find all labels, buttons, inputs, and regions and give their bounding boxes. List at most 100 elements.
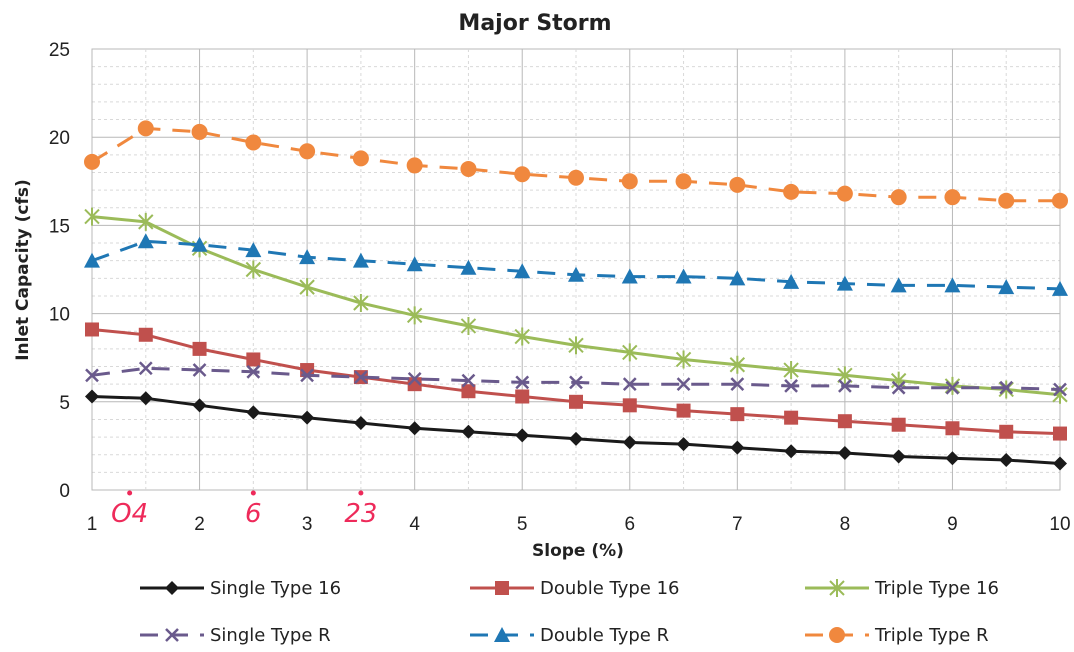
data-point-triple-type-r	[245, 134, 262, 151]
data-point-triple-type-r	[191, 123, 208, 140]
data-point-double-type-r	[836, 275, 853, 291]
legend-item-double-type-16: Double Type 16	[470, 578, 679, 599]
series-single-type-r	[85, 361, 1067, 397]
legend-label: Single Type 16	[210, 578, 341, 599]
data-point-single-type-r	[515, 375, 530, 390]
data-point-single-type-r	[300, 368, 314, 383]
data-point-single-type-16	[569, 431, 583, 446]
y-tick-label: 0	[59, 481, 70, 502]
legend: Single Type 16 Double Type 16 Triple Type …	[140, 578, 999, 646]
series-triple-type-r	[84, 120, 1068, 209]
data-point-single-type-r	[85, 368, 99, 383]
x-tick-label: 8	[840, 514, 851, 535]
data-point-triple-type-16	[729, 355, 746, 374]
data-point-single-type-r	[354, 370, 368, 384]
legend-label: Single Type R	[210, 625, 331, 646]
legend-item-triple-type-16: Triple Type 16	[805, 578, 999, 599]
data-point-single-type-16	[1053, 456, 1067, 471]
data-point-double-type-16	[569, 394, 583, 409]
annotation-text: 23	[344, 499, 377, 529]
data-point-triple-type-r	[460, 160, 477, 177]
data-point-single-type-r	[945, 380, 960, 395]
y-tick-label: 25	[49, 40, 70, 61]
data-point-single-type-r	[246, 364, 261, 379]
data-point-single-type-16	[730, 440, 745, 455]
data-point-triple-type-16	[568, 336, 584, 355]
annotation-text: 6	[245, 499, 262, 529]
data-point-triple-type-r	[84, 153, 100, 170]
legend-swatch-marker	[829, 627, 845, 643]
data-point-triple-type-r	[568, 169, 584, 186]
x-tick-label: 9	[947, 514, 958, 535]
data-point-single-type-16	[192, 398, 207, 413]
y-tick-label: 5	[59, 393, 70, 414]
data-point-double-type-16	[85, 322, 99, 337]
y-tick-label: 10	[49, 305, 70, 326]
legend-swatch-marker	[165, 628, 179, 642]
legend-label: Double Type R	[540, 625, 669, 646]
data-point-double-type-r	[998, 279, 1015, 295]
data-point-triple-type-r	[137, 120, 154, 137]
data-point-double-type-r	[890, 277, 907, 293]
series-double-type-r	[84, 233, 1068, 296]
legend-label: Triple Type R	[874, 625, 989, 646]
legend-label: Double Type 16	[540, 578, 679, 599]
x-axis-label: Slope (%)	[532, 541, 624, 561]
data-point-triple-type-16	[84, 207, 100, 226]
y-tick-label: 20	[49, 128, 70, 149]
data-point-single-type-16	[461, 424, 476, 439]
annotation-dot	[250, 490, 256, 496]
data-point-single-type-r	[622, 377, 637, 392]
data-point-single-type-16	[622, 435, 637, 450]
x-tick-label: 1	[87, 514, 98, 535]
data-point-double-type-r	[245, 242, 262, 258]
data-point-triple-type-r	[729, 176, 746, 193]
data-point-single-type-r	[676, 377, 691, 392]
data-point-triple-type-r	[998, 192, 1015, 209]
chart-title: Major Storm	[458, 11, 611, 36]
data-point-double-type-r	[944, 277, 961, 293]
data-point-triple-type-16	[622, 343, 638, 362]
data-point-double-type-16	[730, 407, 745, 422]
legend-item-single-type-r: Single Type R	[140, 625, 331, 646]
data-point-triple-type-16	[299, 278, 315, 297]
series-group	[84, 120, 1068, 471]
x-tick-label: 10	[1049, 514, 1070, 535]
data-point-single-type-r	[999, 380, 1014, 395]
data-point-single-type-r	[784, 379, 798, 393]
data-point-double-type-16	[891, 417, 906, 432]
x-tick-label: 4	[409, 514, 420, 535]
data-point-triple-type-r	[675, 173, 692, 190]
y-tick-label: 15	[49, 216, 70, 237]
data-point-single-type-r	[891, 380, 906, 395]
data-point-double-type-16	[1053, 426, 1067, 441]
data-point-single-type-r	[138, 361, 153, 376]
data-point-single-type-16	[515, 428, 530, 443]
data-point-double-type-16	[945, 421, 960, 436]
data-point-triple-type-16	[783, 361, 799, 380]
data-point-single-type-r	[407, 371, 422, 386]
data-point-triple-type-r	[514, 166, 531, 183]
data-point-triple-type-16	[675, 350, 692, 369]
data-point-triple-type-16	[514, 327, 530, 346]
legend-item-triple-type-r: Triple Type R	[805, 625, 989, 646]
legend-swatch-marker	[165, 581, 179, 595]
data-point-single-type-16	[407, 421, 422, 436]
data-point-double-type-r	[84, 252, 100, 268]
legend-label: Triple Type 16	[874, 578, 999, 599]
data-point-double-type-r	[352, 252, 369, 268]
data-point-triple-type-r	[944, 189, 961, 206]
data-point-single-type-16	[891, 449, 906, 464]
data-point-triple-type-16	[138, 212, 154, 231]
data-point-double-type-16	[837, 414, 852, 429]
data-point-double-type-r	[783, 273, 800, 289]
data-point-double-type-r	[514, 263, 531, 279]
data-point-triple-type-16	[460, 316, 477, 335]
data-point-double-type-r	[406, 256, 423, 272]
data-point-double-type-16	[461, 384, 476, 399]
data-point-double-type-r	[675, 268, 692, 284]
data-point-triple-type-r	[299, 143, 316, 160]
data-point-triple-type-r	[621, 173, 638, 190]
data-point-double-type-16	[622, 398, 637, 413]
annotation-text: O4	[111, 499, 148, 529]
